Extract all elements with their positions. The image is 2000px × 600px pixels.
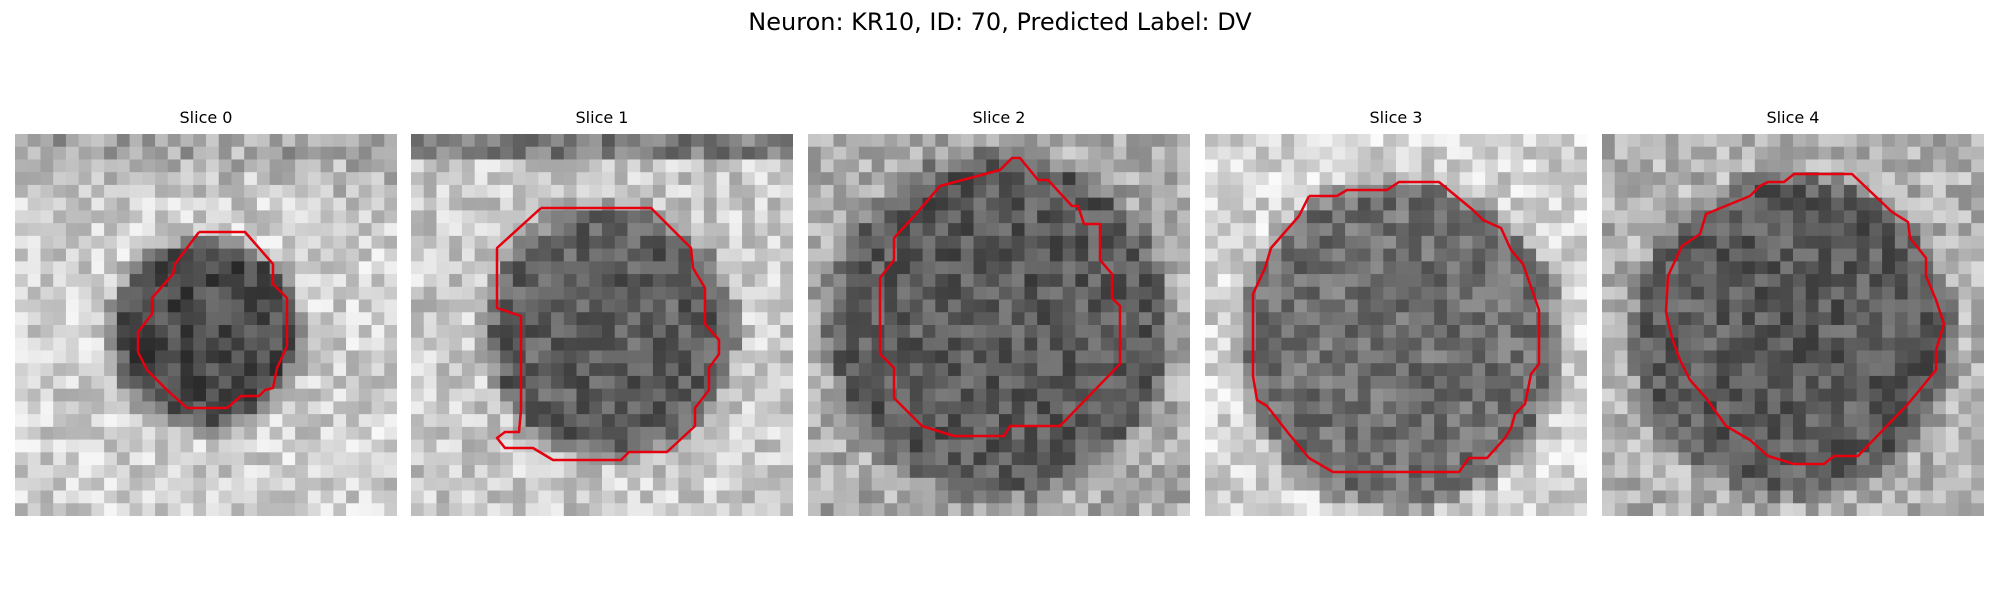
slice-image [1602, 134, 1984, 516]
slice-title: Slice 3 [1369, 108, 1423, 127]
neuron-contour [1664, 172, 1946, 466]
neuron-contour [1251, 180, 1541, 474]
slice-title: Slice 4 [1766, 108, 1820, 127]
pixel-grid [1602, 134, 1984, 516]
neuron-contour [495, 206, 721, 462]
figure-title: Neuron: KR10, ID: 70, Predicted Label: D… [748, 8, 1252, 36]
slice-title: Slice 2 [972, 108, 1026, 127]
neuron-contour [878, 156, 1122, 438]
pixel-grid [1205, 134, 1587, 516]
slice-title: Slice 0 [179, 108, 233, 127]
pixel-grid [411, 134, 793, 516]
neuron-contour [136, 230, 289, 410]
pixel-grid [15, 134, 397, 516]
slice-image [411, 134, 793, 516]
pixel-grid [808, 134, 1190, 516]
slice-image [1205, 134, 1587, 516]
slice-image [808, 134, 1190, 516]
slice-title: Slice 1 [575, 108, 629, 127]
slice-image [15, 134, 397, 516]
